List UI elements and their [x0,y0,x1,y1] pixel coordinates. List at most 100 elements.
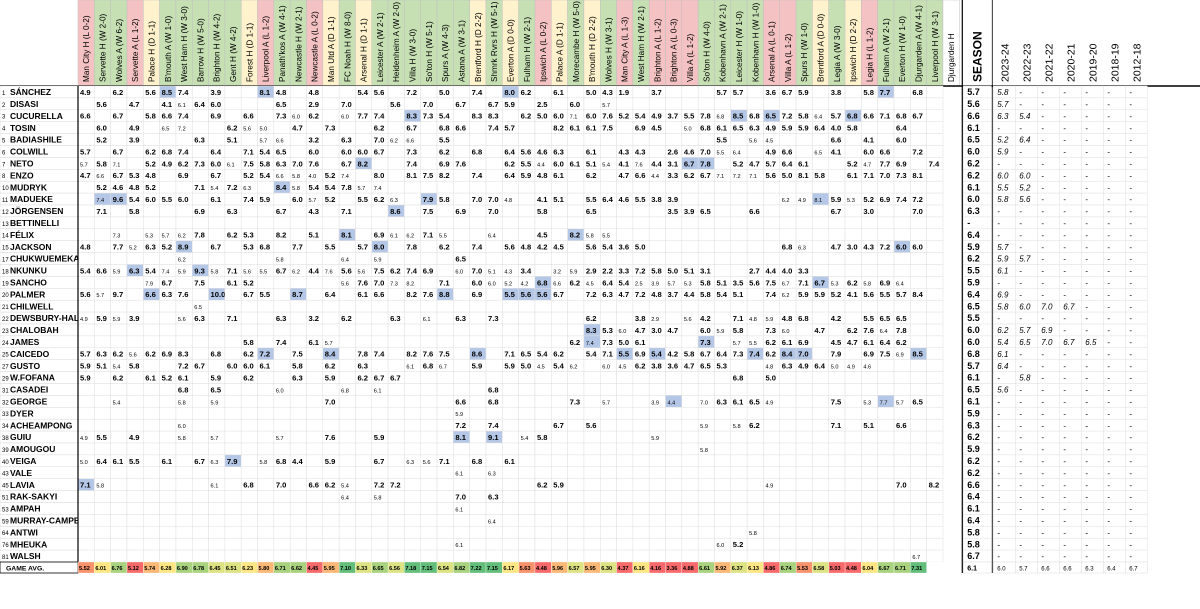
rating-cell[interactable] [453,478,470,491]
rating-cell[interactable] [893,85,911,99]
rating-cell[interactable] [338,335,356,349]
rating-cell[interactable] [208,204,226,218]
rating-cell[interactable] [240,430,258,444]
rating-cell[interactable] [469,157,487,170]
rating-cell[interactable] [94,395,111,408]
rating-cell[interactable] [77,252,95,265]
rating-cell[interactable] [387,335,405,349]
rating-cell[interactable] [175,454,193,468]
rating-cell[interactable] [926,442,944,456]
rating-cell[interactable] [877,526,895,539]
rating-cell[interactable] [877,478,895,491]
rating-cell[interactable] [910,299,927,313]
rating-cell[interactable] [240,442,258,456]
rating-cell[interactable] [224,418,242,432]
rating-cell[interactable] [861,430,878,444]
rating-cell[interactable] [289,85,307,99]
rating-cell[interactable] [844,442,862,456]
rating-cell[interactable] [159,252,177,265]
rating-cell[interactable] [518,407,536,420]
rating-cell[interactable] [730,299,748,313]
rating-cell[interactable] [126,418,144,432]
rating-cell[interactable] [338,299,356,313]
rating-cell[interactable] [224,323,242,337]
rating-cell[interactable] [273,407,291,420]
rating-cell[interactable] [779,454,797,468]
rating-cell[interactable] [648,514,666,527]
rating-cell[interactable] [877,537,895,551]
rating-cell[interactable] [681,526,699,539]
rating-cell[interactable] [355,537,373,551]
rating-cell[interactable] [730,216,748,230]
rating-cell[interactable] [94,299,111,313]
rating-cell[interactable] [567,204,585,218]
rating-cell[interactable] [355,454,373,468]
rating-cell[interactable] [714,228,732,241]
rating-cell[interactable] [648,466,666,479]
rating-cell[interactable] [159,383,177,396]
rating-cell[interactable] [126,549,144,563]
rating-cell[interactable] [551,514,568,527]
rating-cell[interactable] [583,526,601,539]
rating-cell[interactable] [844,97,862,111]
rating-cell[interactable] [746,359,764,372]
rating-cell[interactable] [240,549,258,563]
rating-cell[interactable] [828,299,846,313]
rating-cell[interactable] [94,490,111,503]
rating-cell[interactable] [371,311,389,325]
rating-cell[interactable] [893,442,911,456]
rating-cell[interactable] [126,109,144,122]
rating-cell[interactable] [322,514,340,527]
rating-cell[interactable] [534,537,552,551]
rating-cell[interactable] [502,228,519,241]
rating-cell[interactable] [877,371,895,384]
rating-cell[interactable] [714,549,732,563]
rating-cell[interactable] [289,537,307,551]
rating-cell[interactable] [632,514,650,527]
rating-cell[interactable] [159,311,177,325]
rating-cell[interactable] [632,537,650,551]
rating-cell[interactable] [322,145,340,158]
rating-cell[interactable] [387,252,405,265]
rating-cell[interactable] [714,97,732,111]
rating-cell[interactable] [94,549,111,563]
rating-cell[interactable] [877,466,895,479]
rating-cell[interactable] [632,549,650,563]
rating-cell[interactable] [355,216,373,230]
rating-cell[interactable] [338,466,356,479]
rating-cell[interactable] [893,371,911,384]
rating-cell[interactable] [191,490,209,503]
rating-cell[interactable] [926,466,944,479]
rating-cell[interactable] [306,395,324,408]
rating-cell[interactable] [697,85,715,99]
rating-cell[interactable] [697,252,715,265]
rating-cell[interactable] [322,311,340,325]
rating-cell[interactable] [436,442,454,456]
rating-cell[interactable] [191,371,209,384]
rating-cell[interactable] [730,204,748,218]
rating-cell[interactable] [861,407,878,420]
rating-cell[interactable] [355,121,373,134]
rating-cell[interactable] [893,526,911,539]
rating-cell[interactable] [812,466,829,479]
rating-cell[interactable] [159,466,177,479]
rating-cell[interactable] [632,299,650,313]
rating-cell[interactable] [420,395,438,408]
rating-cell[interactable] [371,216,389,230]
rating-cell[interactable] [126,299,144,313]
rating-cell[interactable] [730,359,748,372]
rating-cell[interactable] [616,97,634,111]
rating-cell[interactable] [779,299,797,313]
rating-cell[interactable] [110,276,128,289]
rating-cell[interactable] [926,454,944,468]
rating-cell[interactable] [681,537,699,551]
rating-cell[interactable] [404,537,421,551]
rating-cell[interactable] [616,407,634,420]
rating-cell[interactable] [453,109,470,122]
rating-cell[interactable] [567,371,585,384]
rating-cell[interactable] [208,407,226,420]
rating-cell[interactable] [240,526,258,539]
rating-cell[interactable] [453,526,470,539]
rating-cell[interactable] [224,430,242,444]
rating-cell[interactable] [77,537,95,551]
